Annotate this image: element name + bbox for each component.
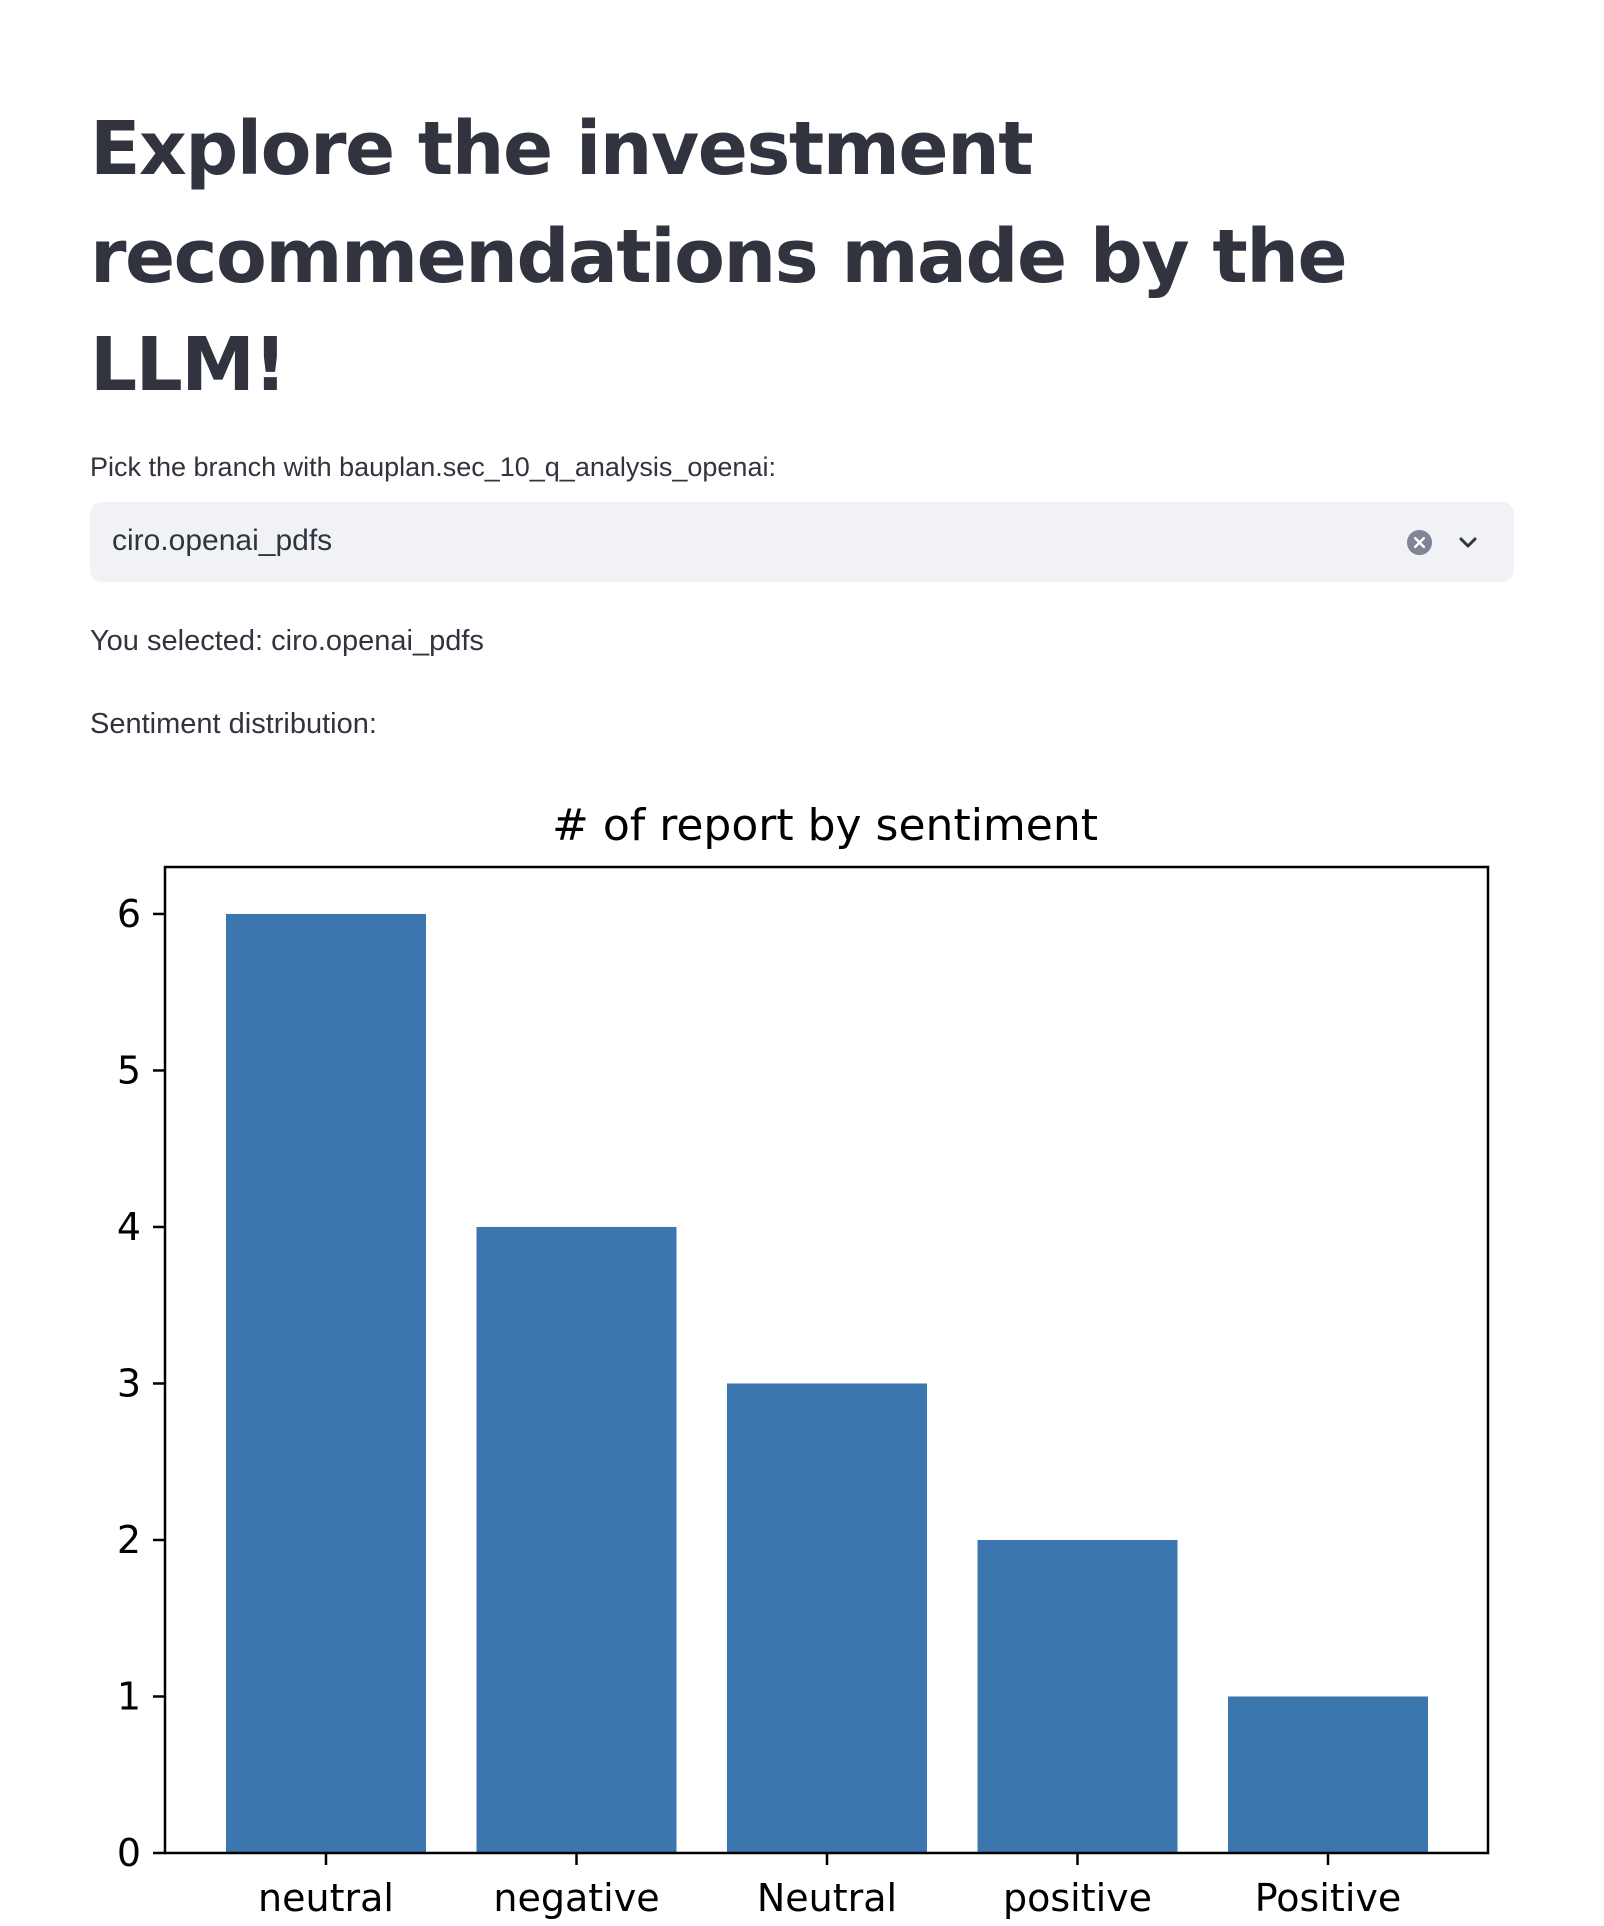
branch-select[interactable]: ciro.openai_pdfs [90, 502, 1514, 582]
y-tick-label: 4 [117, 1205, 141, 1249]
page-title: Explore the investment recommendations m… [90, 106, 1348, 408]
x-tick-label: Neutral [757, 1876, 897, 1920]
y-tick-label: 0 [117, 1831, 141, 1875]
chart-bars [226, 913, 1428, 1853]
y-axis: 0 1 2 3 4 5 6 [117, 892, 165, 1875]
y-tick-label: 3 [117, 1361, 141, 1405]
y-tick-label: 1 [117, 1674, 141, 1718]
chevron-down-icon[interactable] [1456, 531, 1480, 555]
y-tick-label: 2 [117, 1518, 141, 1562]
bar-Neutral [727, 1383, 927, 1853]
x-tick-label: neutral [258, 1876, 394, 1920]
bar-negative [476, 1226, 677, 1853]
selected-branch-text: You selected: ciro.openai_pdfs [90, 625, 484, 657]
plot-frame [163, 865, 1490, 1855]
y-tick-label: 5 [117, 1048, 141, 1092]
bar-positive [977, 1539, 1178, 1853]
bar-Positive [1228, 1696, 1428, 1853]
branch-select-value[interactable]: ciro.openai_pdfs [112, 524, 333, 557]
sentiment-distribution-label: Sentiment distribution: [90, 708, 377, 740]
x-axis: neutral negative Neutral positive Positive [258, 1853, 1401, 1920]
x-tick-label: negative [493, 1876, 659, 1920]
branch-select-label: Pick the branch with bauplan.sec_10_q_an… [90, 452, 776, 482]
y-tick-label: 6 [117, 892, 141, 936]
x-tick-label: positive [1003, 1876, 1152, 1920]
chart-title: # of report by sentiment [552, 800, 1098, 851]
x-tick-label: Positive [1255, 1876, 1402, 1920]
bar-neutral [226, 913, 426, 1853]
clear-icon[interactable] [1406, 529, 1433, 556]
